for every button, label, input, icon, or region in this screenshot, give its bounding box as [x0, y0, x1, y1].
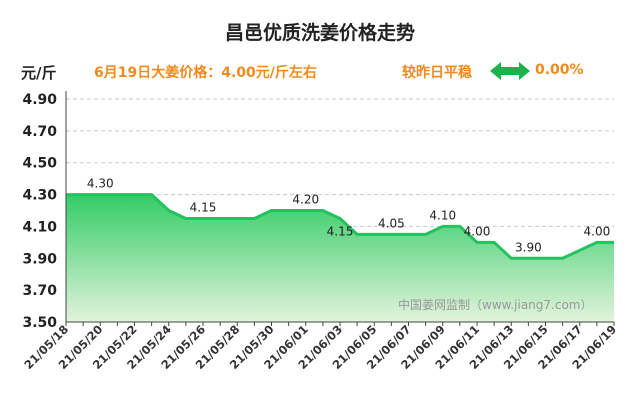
data-label: 4.05	[378, 216, 405, 230]
area-layer	[66, 193, 614, 322]
y-tick-label: 4.50	[22, 156, 57, 172]
today-price: 6月19日大姜价格：4.00元/斤左右	[94, 65, 317, 81]
y-axis-unit: 元/斤	[21, 64, 57, 82]
y-tick-label: 4.90	[22, 92, 57, 108]
data-label: 4.00	[584, 224, 611, 238]
y-tick-label: 4.30	[22, 188, 57, 204]
double-arrow-icon	[490, 62, 530, 80]
y-tick-labels: 4.90 4.70 4.50 4.30 4.10 3.90 3.70 3.50	[22, 92, 57, 331]
compare-value: 0.00%	[535, 62, 584, 78]
series-area	[66, 194, 614, 322]
data-label: 4.30	[87, 177, 114, 191]
data-label: 4.20	[292, 193, 319, 207]
y-tick-label: 4.10	[22, 219, 57, 235]
data-label: 4.00	[464, 224, 491, 238]
watermark: 中国姜网监制（www.jiang7.com）	[398, 297, 592, 312]
data-label: 4.15	[190, 200, 217, 214]
data-labels: 4.30 4.15 4.20 4.15 4.05 4.10 4.00 3.90 4.00	[87, 177, 610, 255]
axes	[65, 91, 615, 326]
data-label: 3.90	[515, 240, 542, 254]
y-tick-label: 3.70	[22, 283, 57, 299]
y-tick-label: 3.50	[22, 315, 57, 331]
data-label: 4.10	[429, 208, 456, 222]
chart-title: 昌邑优质洗姜价格走势	[224, 22, 415, 44]
x-tick-labels: 21/05/1821/05/2021/05/2221/05/2421/05/26…	[21, 322, 619, 372]
y-tick-label: 4.70	[22, 124, 57, 140]
series-line	[66, 193, 614, 260]
data-label: 4.15	[327, 224, 354, 238]
compare-label: 较昨日平稳	[402, 65, 472, 81]
y-tick-label: 3.90	[22, 251, 57, 267]
